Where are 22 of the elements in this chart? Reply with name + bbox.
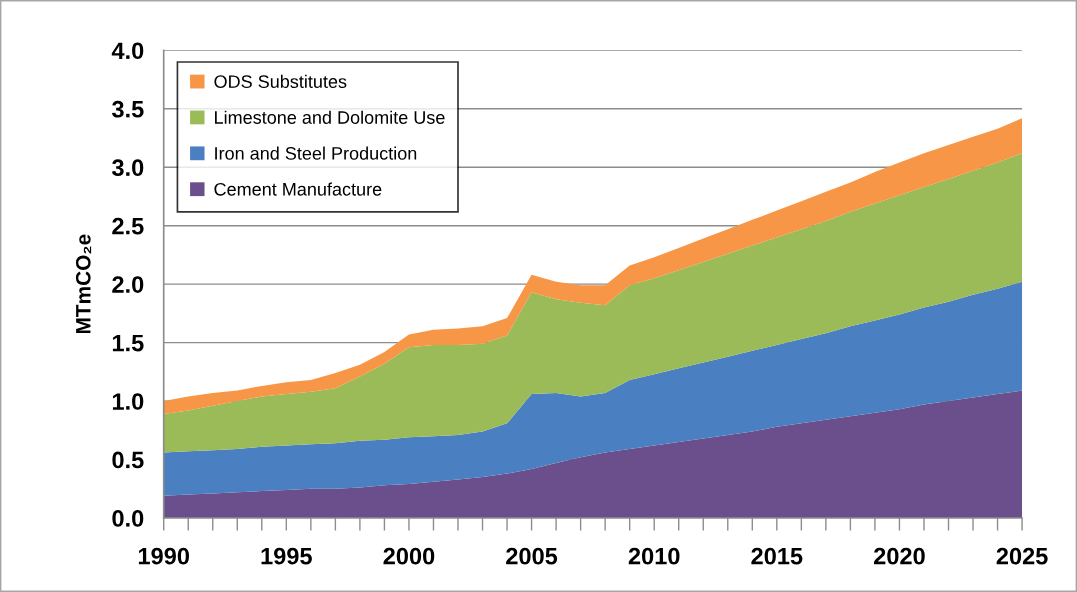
y-tick-label: 4.0 bbox=[111, 42, 144, 60]
x-tick-label: 2020 bbox=[874, 547, 925, 565]
x-tick-label: 2010 bbox=[628, 547, 680, 565]
x-tick-label: 2005 bbox=[506, 547, 558, 565]
y-tick-label: 3.5 bbox=[111, 100, 144, 118]
x-tick-label: 2025 bbox=[996, 547, 1048, 565]
y-axis-title: MTmCO₂e bbox=[75, 234, 92, 334]
legend-label: ODS Substitutes bbox=[214, 74, 347, 89]
y-tick-label: 2.0 bbox=[112, 276, 144, 293]
x-tick-label: 1995 bbox=[261, 547, 312, 565]
y-tick-label: 0.5 bbox=[112, 451, 144, 469]
x-tick-label: 2000 bbox=[383, 547, 435, 565]
x-tick-label: 2015 bbox=[751, 547, 803, 565]
y-tick-label: 1.5 bbox=[112, 334, 144, 352]
x-tick-label: 1990 bbox=[138, 547, 189, 565]
y-tick-label: 0.0 bbox=[112, 510, 144, 527]
legend-label: Limestone and Dolomite Use bbox=[215, 110, 445, 124]
legend-label: Cement Manufacture bbox=[214, 182, 382, 196]
y-tick-label: 2.5 bbox=[112, 217, 144, 235]
legend-label: Iron and Steel Production bbox=[215, 146, 417, 160]
y-tick-label: 3.0 bbox=[111, 159, 144, 177]
y-tick-label: 1.0 bbox=[112, 393, 144, 410]
